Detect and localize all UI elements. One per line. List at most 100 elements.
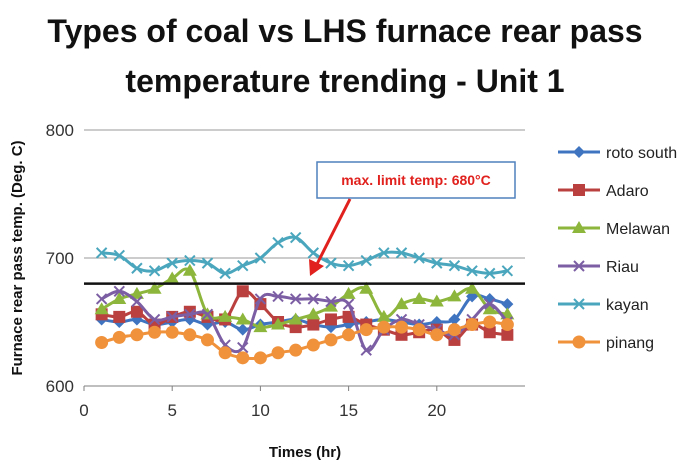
data-point-kayan [148, 265, 161, 277]
data-point-riau [484, 298, 496, 310]
data-point-pinang [112, 330, 126, 344]
y-tick-label: 800 [46, 121, 74, 140]
data-point-riau [148, 313, 161, 326]
data-point-kayan [272, 236, 284, 249]
data-point-melawan [129, 286, 144, 299]
data-point-kayan [395, 247, 408, 259]
data-point-pinang [183, 328, 197, 342]
data-point-pinang [447, 323, 461, 337]
title-line-2: temperature trending - Unit 1 [125, 63, 564, 99]
data-point-melawan [182, 263, 197, 276]
data-point-roto-south [236, 323, 249, 336]
data-point-riau [184, 308, 196, 321]
title-line-1: Types of coal vs LHS furnace rear pass [47, 13, 642, 49]
data-point-riau [237, 341, 249, 354]
series-pinang [95, 315, 514, 365]
data-point-riau [95, 293, 108, 305]
data-point-adaro [113, 310, 126, 323]
data-point-riau [272, 290, 284, 303]
data-point-pinang [165, 325, 179, 339]
legend-label: Riau [606, 259, 639, 276]
legend: roto south Adaro Melawan Riau kayan pinang [558, 145, 677, 352]
x-ticks: 0 5 10 15 20 [79, 386, 446, 420]
data-point-adaro [130, 305, 143, 318]
data-point-kayan [289, 231, 302, 244]
data-point-melawan [253, 320, 268, 333]
x-axis-label: Times (hr) [269, 444, 341, 461]
data-point-kayan [184, 254, 196, 267]
data-point-kayan [325, 257, 337, 269]
data-point-melawan [235, 312, 250, 325]
legend-marker-melawan [572, 221, 586, 233]
data-point-melawan [482, 302, 497, 315]
data-point-melawan [412, 291, 427, 304]
data-point-pinang [342, 328, 356, 342]
data-point-pinang [377, 320, 391, 334]
x-tick-label: 5 [167, 401, 176, 420]
legend-label: roto south [606, 145, 677, 162]
y-axis-label: Furnace rear pass temp. (Deg. C) [9, 140, 26, 375]
data-point-pinang [359, 323, 373, 337]
legend-label: kayan [606, 297, 649, 314]
data-point-pinang [130, 328, 144, 342]
data-point-melawan [147, 281, 162, 294]
data-point-riau [131, 295, 143, 308]
annotation-arrowhead [309, 259, 324, 276]
y-ticks: 600 700 800 [46, 121, 74, 396]
data-point-kayan [431, 257, 443, 269]
annotation-text: max. limit temp: 680°C [341, 172, 491, 188]
annotation-arrow [314, 198, 352, 267]
data-point-melawan [288, 312, 303, 325]
data-point-kayan [342, 259, 355, 272]
data-point-riau [113, 285, 125, 297]
legend-label: pinang [606, 335, 654, 352]
data-point-pinang [430, 328, 444, 342]
data-point-riau [342, 298, 355, 310]
data-point-roto-south [501, 298, 514, 311]
data-point-riau [307, 293, 320, 305]
data-point-melawan [271, 317, 286, 330]
chart-title: Types of coal vs LHS furnace rear pass t… [47, 13, 642, 99]
data-point-pinang [500, 318, 514, 332]
data-point-melawan [447, 289, 462, 302]
data-point-melawan [341, 286, 356, 299]
legend-item-adaro: Adaro [558, 183, 649, 200]
data-point-melawan [306, 307, 321, 320]
series-layer [94, 231, 515, 365]
data-point-pinang [289, 343, 303, 357]
data-point-pinang [412, 323, 426, 337]
data-point-melawan [394, 297, 409, 310]
y-tick-label: 600 [46, 377, 74, 396]
x-tick-label: 0 [79, 401, 88, 420]
data-point-melawan [359, 281, 374, 294]
legend-item-kayan: kayan [558, 297, 649, 314]
data-point-riau [289, 293, 302, 305]
data-point-adaro [236, 285, 249, 298]
data-point-adaro [483, 326, 496, 339]
data-point-kayan [307, 247, 320, 259]
data-point-kayan [131, 262, 143, 274]
data-point-riau [325, 295, 337, 308]
legend-marker-roto-south [573, 146, 585, 158]
data-point-kayan [360, 254, 372, 267]
data-point-melawan [465, 281, 480, 294]
data-point-adaro [307, 318, 320, 331]
data-point-kayan [501, 265, 514, 277]
data-point-riau [360, 344, 372, 356]
data-point-kayan [413, 252, 425, 264]
legend-item-pinang: pinang [558, 335, 654, 352]
data-point-melawan [323, 299, 338, 312]
data-point-kayan [448, 259, 461, 272]
data-point-pinang [483, 315, 497, 329]
data-point-pinang [324, 333, 338, 347]
data-point-adaro [324, 313, 337, 326]
y-tick-label: 700 [46, 249, 74, 268]
data-point-pinang [218, 346, 232, 360]
x-tick-label: 20 [427, 401, 446, 420]
data-point-riau [201, 308, 214, 321]
data-point-kayan [466, 265, 478, 277]
data-point-melawan [165, 271, 180, 284]
data-point-adaro [501, 328, 514, 341]
data-point-pinang [306, 338, 320, 352]
data-point-kayan [254, 252, 267, 264]
